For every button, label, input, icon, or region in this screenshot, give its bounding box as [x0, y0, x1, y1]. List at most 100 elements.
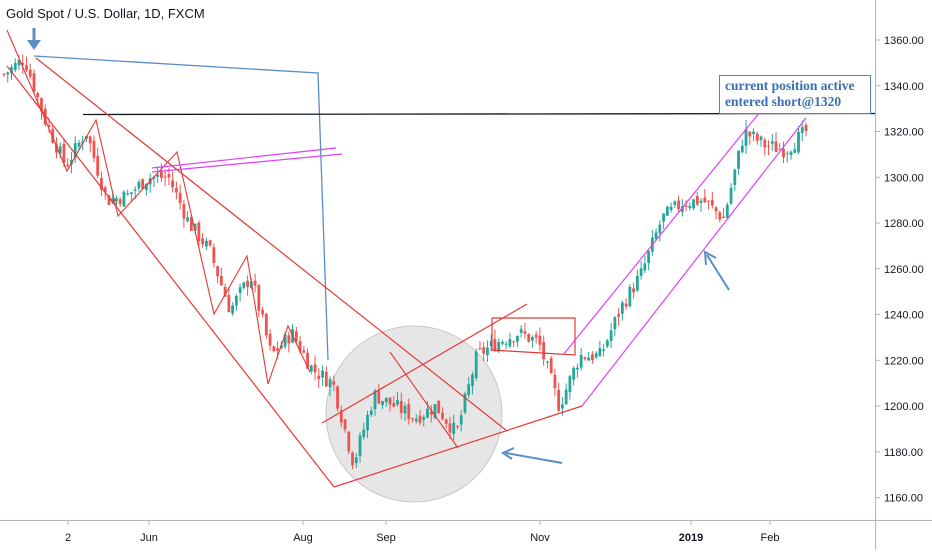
candle-body	[594, 353, 598, 358]
candle-body	[381, 400, 384, 406]
candle-body	[178, 192, 182, 204]
candle-body	[264, 313, 268, 336]
magenta-channel-lower	[581, 117, 807, 407]
candle-body	[246, 280, 249, 287]
candle-body	[441, 412, 444, 420]
candle-body	[298, 341, 302, 352]
candle-body	[354, 457, 358, 464]
candle-body	[28, 69, 32, 77]
y-tick-label: 1260.00	[884, 264, 924, 276]
candle-body	[692, 199, 695, 209]
candle-body	[504, 343, 508, 345]
candle-body	[748, 131, 752, 137]
candle-body	[478, 348, 482, 350]
candle-body	[508, 339, 512, 347]
candle-body	[197, 222, 201, 242]
annotation-line-1: current position active	[725, 78, 855, 93]
candle-body	[639, 268, 643, 276]
candle-body	[486, 347, 489, 356]
blue-projection-line	[33, 55, 329, 361]
candle-body	[111, 198, 115, 203]
candle-body	[261, 309, 264, 315]
candle-body	[126, 193, 130, 195]
candle-body	[137, 181, 141, 189]
candle-body	[662, 213, 665, 222]
candle-body	[422, 416, 426, 420]
y-tick-label: 1160.00	[884, 493, 923, 505]
candle-body	[351, 452, 354, 466]
candle-body	[107, 195, 111, 205]
candle-body	[399, 400, 403, 413]
candle-body	[122, 191, 126, 207]
candle-body	[617, 314, 621, 317]
candle-body	[549, 358, 553, 374]
candle-body	[564, 389, 568, 405]
red-rise-line	[333, 405, 583, 488]
x-tick-label: Jun	[140, 532, 158, 544]
candle-body	[47, 125, 51, 127]
candle-body	[725, 204, 729, 218]
candle-body	[568, 376, 572, 392]
magenta-channel-upper	[562, 111, 761, 356]
candle-body	[339, 410, 343, 423]
candle-body	[767, 145, 770, 147]
candle-body	[782, 148, 785, 158]
red-diagonal-inner	[389, 351, 459, 449]
candle-body	[609, 330, 613, 342]
candle-body	[66, 164, 70, 167]
candle-body	[366, 414, 369, 431]
candle-body	[722, 216, 725, 219]
candle-body	[287, 335, 291, 344]
candle-body	[212, 247, 216, 263]
red-flag-lines	[491, 317, 576, 356]
candle-body	[523, 331, 527, 334]
candle-body	[512, 341, 516, 343]
candle-body	[306, 352, 309, 369]
y-tick-label: 1300.00	[884, 172, 924, 184]
candle-body	[587, 357, 591, 361]
candle-body	[253, 280, 257, 286]
y-tick-label: 1280.00	[884, 218, 924, 230]
candle-body	[718, 212, 722, 220]
candle-body	[130, 192, 133, 194]
candle-body	[336, 386, 339, 409]
candle-body	[414, 418, 418, 422]
candle-body	[377, 390, 381, 404]
candle-body	[257, 285, 261, 311]
candle-body	[703, 197, 707, 202]
candle-body	[156, 174, 160, 177]
arrow-up-left-icon	[703, 250, 730, 291]
candle-body	[242, 282, 246, 288]
candle-body	[174, 188, 178, 193]
candle-body	[602, 349, 606, 351]
candle-body	[673, 201, 677, 206]
candle-body	[418, 415, 422, 423]
candle-body	[553, 374, 557, 389]
candle-body	[321, 370, 324, 378]
candle-body	[575, 367, 579, 370]
candle-body	[283, 334, 287, 347]
candle-body	[208, 240, 212, 246]
candle-body	[542, 342, 546, 360]
candle-body	[737, 150, 740, 169]
candle-body	[216, 266, 220, 277]
x-axis: 2 Jun Aug Sep Nov 2019 Feb	[65, 520, 779, 544]
candle-body	[590, 354, 594, 361]
candle-body	[647, 251, 650, 264]
annotation-note: current position active entered short@13…	[719, 75, 871, 114]
candle-body	[516, 335, 519, 342]
candle-body	[343, 419, 347, 430]
candle-body	[55, 143, 58, 153]
candle-body	[613, 317, 617, 330]
candle-body	[474, 351, 478, 379]
candle-body	[677, 200, 680, 209]
red-wave-lines	[6, 29, 311, 385]
candle-body	[800, 127, 804, 133]
candle-body	[328, 379, 332, 388]
candle-body	[778, 149, 782, 151]
candle-body	[186, 217, 190, 222]
candle-body	[324, 371, 328, 387]
candle-body	[201, 238, 205, 245]
candle-body	[58, 146, 62, 154]
